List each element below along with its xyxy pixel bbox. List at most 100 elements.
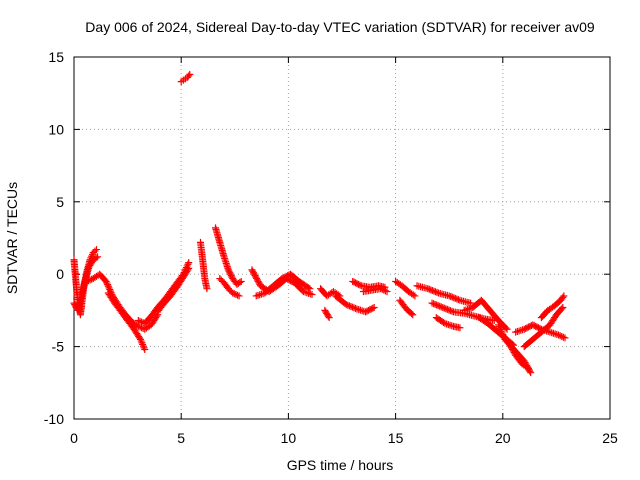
data-point xyxy=(378,285,386,293)
data-point xyxy=(93,246,101,254)
data-point xyxy=(527,369,535,377)
data-point xyxy=(233,291,241,299)
data-point xyxy=(561,334,569,342)
plot-frame xyxy=(73,56,611,420)
data-point xyxy=(559,293,567,301)
data-point xyxy=(495,322,503,330)
data-point xyxy=(451,294,459,302)
data-point xyxy=(351,304,359,312)
data-point xyxy=(558,332,566,340)
data-point xyxy=(356,281,364,289)
data-point xyxy=(433,301,441,309)
data-point xyxy=(229,289,237,297)
data-point xyxy=(431,300,439,308)
data-point xyxy=(430,287,438,295)
data-point xyxy=(439,304,447,312)
series-arc-21 xyxy=(428,299,498,325)
x-tick-label: 20 xyxy=(495,430,511,446)
data-point xyxy=(450,294,458,302)
data-point xyxy=(380,286,388,294)
data-point xyxy=(308,290,316,298)
data-point xyxy=(137,337,145,345)
data-point xyxy=(237,277,245,285)
data-point xyxy=(350,304,358,312)
y-tick-labels: -10 -5 0 5 10 15 xyxy=(44,49,64,427)
data-point xyxy=(525,364,533,372)
data-point xyxy=(136,317,144,325)
data-point xyxy=(348,303,356,311)
data-point xyxy=(496,324,504,332)
series-arc-10 xyxy=(216,275,243,300)
data-point xyxy=(411,292,419,300)
series-arc-7 xyxy=(177,70,194,86)
data-point xyxy=(456,324,464,332)
data-point xyxy=(497,327,505,335)
data-point xyxy=(434,302,442,310)
series-arc-8 xyxy=(196,238,211,293)
data-point xyxy=(232,290,240,298)
axis-ticks xyxy=(73,56,611,420)
data-point xyxy=(445,306,453,314)
data-point xyxy=(136,334,144,342)
data-point xyxy=(431,288,439,296)
series-arc-15 xyxy=(332,292,378,316)
data-point xyxy=(560,292,568,300)
series-arc-29 xyxy=(537,292,568,322)
data-point xyxy=(342,301,350,309)
data-point xyxy=(409,291,417,299)
data-point xyxy=(305,284,312,292)
data-point xyxy=(447,293,455,301)
data-point xyxy=(427,286,435,294)
data-point xyxy=(558,305,566,313)
data-point xyxy=(235,292,243,300)
y-tick-label: 0 xyxy=(56,266,64,282)
data-point xyxy=(184,266,192,274)
data-point xyxy=(381,287,389,295)
y-tick-label: -10 xyxy=(44,411,64,427)
series-arc-18 xyxy=(392,277,419,300)
x-tick-label: 15 xyxy=(388,430,404,446)
data-point xyxy=(370,304,378,312)
data-point xyxy=(445,292,453,300)
data-point xyxy=(443,305,451,313)
data-point xyxy=(102,277,110,285)
data-point xyxy=(136,335,144,343)
series-arc-6 xyxy=(154,264,193,316)
data-point xyxy=(347,302,355,310)
series-arc-2 xyxy=(70,253,102,314)
data-point xyxy=(344,301,352,309)
data-point xyxy=(140,344,148,352)
data-point xyxy=(134,317,142,325)
data-point xyxy=(555,331,563,339)
data-point xyxy=(377,285,385,293)
x-tick-label: 25 xyxy=(602,430,618,446)
data-point xyxy=(236,278,244,286)
data-point xyxy=(559,333,567,341)
data-point xyxy=(448,293,456,301)
data-point xyxy=(425,285,433,293)
data-point xyxy=(185,264,193,272)
series-arc-19 xyxy=(396,296,417,319)
data-point xyxy=(139,342,147,350)
series-arc-9 xyxy=(212,224,245,288)
data-point xyxy=(230,290,238,298)
y-tick-label: -5 xyxy=(52,339,65,355)
data-point xyxy=(103,279,111,287)
data-point xyxy=(345,302,353,310)
data-point xyxy=(428,287,436,295)
x-tick-label: 5 xyxy=(177,430,185,446)
data-point xyxy=(495,321,503,329)
series-arc-20 xyxy=(413,282,475,307)
data-point xyxy=(139,340,147,348)
data-point xyxy=(433,288,441,296)
y-tick-label: 5 xyxy=(56,194,64,210)
series-arc-13 xyxy=(317,285,344,300)
data-point xyxy=(203,285,211,293)
series-arc-5 xyxy=(134,259,193,327)
data-point xyxy=(448,307,456,315)
series-arc-3 xyxy=(83,270,162,333)
series-arc-4 xyxy=(104,289,149,353)
data-point xyxy=(559,304,567,312)
series-arc-23 xyxy=(460,296,511,333)
